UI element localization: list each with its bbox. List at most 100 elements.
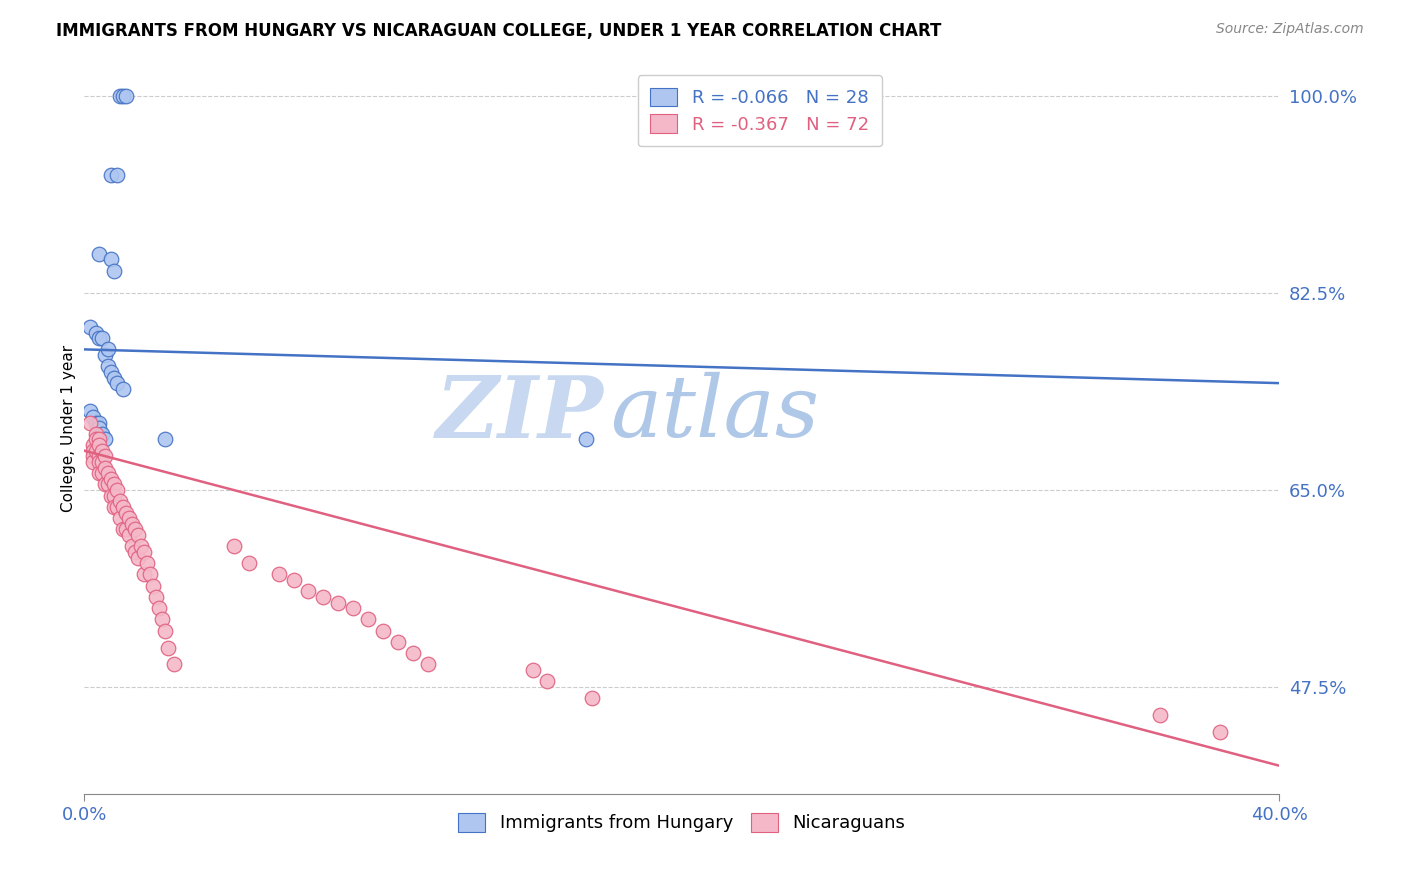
Point xyxy=(97,477,120,491)
Point xyxy=(148,601,170,615)
Point xyxy=(115,506,138,520)
Point xyxy=(387,635,409,649)
Point xyxy=(91,466,114,480)
Point xyxy=(132,567,156,582)
Point xyxy=(97,343,120,357)
Point xyxy=(89,433,111,447)
Point xyxy=(110,511,132,525)
Point xyxy=(103,477,125,491)
Point xyxy=(416,657,439,672)
Point xyxy=(136,556,159,570)
Point xyxy=(82,409,104,424)
Point xyxy=(86,443,108,458)
Point xyxy=(86,416,108,430)
Point xyxy=(89,421,111,435)
Point xyxy=(118,511,141,525)
Point xyxy=(86,426,108,441)
Point xyxy=(112,500,135,514)
Point xyxy=(150,612,173,626)
Point xyxy=(575,433,598,447)
Text: ZIP: ZIP xyxy=(436,372,605,455)
Point xyxy=(89,438,111,452)
Point xyxy=(89,246,111,260)
Point xyxy=(91,426,114,441)
Point xyxy=(342,601,364,615)
Point xyxy=(297,584,319,599)
Point xyxy=(103,263,125,277)
Point xyxy=(100,252,122,267)
Point xyxy=(100,168,122,182)
Point xyxy=(94,433,117,447)
Point xyxy=(536,674,558,689)
Point xyxy=(103,370,125,384)
Point xyxy=(79,416,101,430)
Point xyxy=(283,573,305,587)
Point xyxy=(89,455,111,469)
Point xyxy=(100,489,122,503)
Y-axis label: College, Under 1 year: College, Under 1 year xyxy=(60,344,76,512)
Point xyxy=(157,640,180,655)
Point xyxy=(373,624,395,638)
Point xyxy=(82,443,104,458)
Point xyxy=(115,523,138,537)
Point xyxy=(94,450,117,464)
Point xyxy=(1149,708,1171,723)
Point xyxy=(112,89,135,103)
Point xyxy=(124,523,146,537)
Point xyxy=(79,404,101,418)
Point xyxy=(97,359,120,374)
Point xyxy=(91,331,114,345)
Point xyxy=(129,539,152,553)
Point xyxy=(238,556,260,570)
Point xyxy=(105,483,128,497)
Point xyxy=(127,550,149,565)
Point xyxy=(105,376,128,391)
Point xyxy=(163,657,186,672)
Point xyxy=(110,89,132,103)
Point xyxy=(94,460,117,475)
Text: Source: ZipAtlas.com: Source: ZipAtlas.com xyxy=(1216,22,1364,37)
Point xyxy=(522,663,544,677)
Legend: Immigrants from Hungary, Nicaraguans: Immigrants from Hungary, Nicaraguans xyxy=(451,805,912,839)
Point xyxy=(82,438,104,452)
Point xyxy=(328,596,350,610)
Point xyxy=(222,539,245,553)
Point xyxy=(132,545,156,559)
Point xyxy=(94,348,117,362)
Point xyxy=(153,624,176,638)
Point xyxy=(89,416,111,430)
Point xyxy=(112,523,135,537)
Point xyxy=(357,612,380,626)
Point xyxy=(91,443,114,458)
Point xyxy=(89,450,111,464)
Text: IMMIGRANTS FROM HUNGARY VS NICARAGUAN COLLEGE, UNDER 1 YEAR CORRELATION CHART: IMMIGRANTS FROM HUNGARY VS NICARAGUAN CO… xyxy=(56,22,942,40)
Point xyxy=(94,477,117,491)
Point xyxy=(82,450,104,464)
Point xyxy=(1209,725,1232,739)
Point xyxy=(115,89,138,103)
Point xyxy=(105,168,128,182)
Point xyxy=(82,455,104,469)
Point xyxy=(581,691,603,706)
Point xyxy=(89,466,111,480)
Point xyxy=(100,365,122,379)
Point xyxy=(139,567,162,582)
Point xyxy=(142,579,165,593)
Point xyxy=(112,382,135,396)
Point xyxy=(89,331,111,345)
Point xyxy=(91,455,114,469)
Point xyxy=(110,494,132,508)
Point xyxy=(97,466,120,480)
Point xyxy=(118,528,141,542)
Point xyxy=(86,326,108,340)
Point xyxy=(402,646,425,660)
Point xyxy=(124,545,146,559)
Point xyxy=(121,516,143,531)
Point xyxy=(127,528,149,542)
Point xyxy=(100,472,122,486)
Point xyxy=(153,433,176,447)
Point xyxy=(105,500,128,514)
Point xyxy=(103,489,125,503)
Point xyxy=(86,433,108,447)
Point xyxy=(267,567,290,582)
